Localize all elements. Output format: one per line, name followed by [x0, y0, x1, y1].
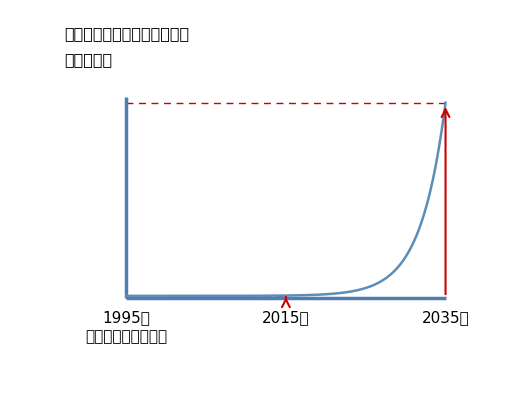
Text: 2035年: 2035年 [422, 310, 469, 326]
Text: 2015年: 2015年 [262, 310, 310, 326]
Text: インターネット元年: インターネット元年 [85, 329, 167, 344]
Text: 出現する情報通信システムや: 出現する情報通信システムや [64, 27, 190, 42]
Text: 機械の変化: 機械の変化 [64, 52, 112, 67]
Text: 1995年: 1995年 [102, 310, 150, 326]
